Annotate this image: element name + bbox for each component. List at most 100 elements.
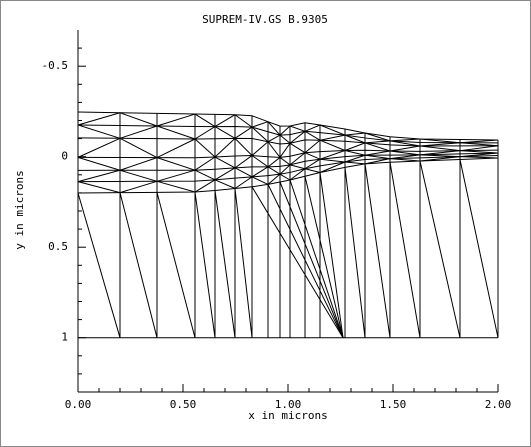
mesh-edge [267,166,281,175]
mesh-edge [304,168,321,173]
mesh-edge [304,139,321,154]
mesh-edge [364,150,391,156]
mesh [77,111,499,339]
mesh-edge [156,169,196,182]
mesh-edge [459,150,499,154]
mesh-edge [319,139,346,151]
mesh-edge [419,142,461,147]
mesh-edge [214,137,236,158]
mesh-edge [119,157,158,171]
mesh-edge [251,166,269,178]
mesh-edge [389,138,421,142]
mesh-edge [194,126,216,140]
mesh-edge [267,141,281,158]
mesh-edge [214,179,236,189]
x-tick-label: 1.00 [275,398,302,411]
mesh-edge [419,145,461,152]
mesh-edge [194,138,216,158]
mesh-edge [389,150,421,156]
mesh-edge [319,134,346,141]
mesh-edge [251,121,269,128]
mesh-edge [156,113,196,127]
mesh-edge [289,179,344,338]
chart-title: SUPREM-IV.GS B.9305 [202,13,328,26]
mesh-edge [344,134,366,144]
mesh-edge [214,156,236,169]
mesh-edge [319,161,346,173]
x-axis-label: x in microns [248,409,327,422]
mesh-edge [194,169,216,181]
mesh-edge [304,124,321,132]
y-tick-label: -0.5 [42,59,69,72]
mesh-edge [389,158,421,162]
mesh-edge [344,161,366,165]
mesh-edge [304,152,321,160]
mesh-edge [234,126,253,139]
mesh-edge [289,142,306,154]
mesh-edge [251,141,269,156]
x-tick-label: 1.50 [380,398,407,411]
mesh-edge [279,134,291,144]
mesh-edge [364,154,391,160]
mesh-edge [214,126,236,139]
mesh-edge [389,154,421,160]
mesh-edge [194,179,216,193]
mesh-edge [156,138,196,159]
mesh-edge [251,155,269,168]
mesh-edge [389,140,421,147]
y-axis-label: y in microns [13,170,26,249]
mesh-edge [77,112,121,126]
mesh-edge [279,142,291,158]
mesh-row [77,149,499,159]
mesh-edge [279,164,291,175]
mesh-edge [289,164,306,170]
mesh-row [77,124,499,144]
mesh-edge [364,163,391,338]
mesh-edge [304,130,321,141]
mesh-row [77,152,499,171]
mesh-edge [251,176,269,185]
mesh-edge [319,158,346,163]
mesh-edge [344,142,366,151]
x-tick-label: 0.50 [170,398,197,411]
mesh-edge [419,156,461,162]
mesh-edge [267,134,281,143]
y-tick-label: 0 [61,150,68,163]
mesh-edge [156,192,196,338]
mesh-edge [279,173,291,181]
mesh-edge [77,181,121,194]
mesh-edge [419,160,461,338]
y-tick-label: 0.5 [48,240,68,253]
mesh-edge [289,152,306,166]
mesh-edge [459,139,499,144]
mesh-edge [119,125,158,139]
mesh-edge [194,113,216,127]
mesh-edge [419,154,461,158]
mesh-edge [319,124,346,136]
mesh-edge [267,121,281,136]
mesh-edge [77,169,121,183]
mesh-row [77,137,499,147]
mesh-edge [364,140,391,144]
mesh-edge [234,114,253,128]
mesh-row [77,111,499,141]
mesh-edge [156,125,196,140]
mesh-edge [214,167,236,181]
mesh-edge [194,191,216,338]
mesh-edge [304,158,321,170]
mesh-edge [459,159,499,338]
mesh-edge [77,124,121,139]
mesh-edge [344,150,366,156]
mesh-edge [234,137,253,156]
mesh-edge [119,137,158,159]
mesh-edge [251,126,269,143]
mesh-edge [194,156,216,171]
mesh-edge [344,167,366,338]
mesh-edge [267,157,281,168]
mesh-edge [319,150,346,160]
mesh-edge [214,114,236,127]
mesh-edge [289,168,306,181]
mesh-edge [304,176,344,338]
